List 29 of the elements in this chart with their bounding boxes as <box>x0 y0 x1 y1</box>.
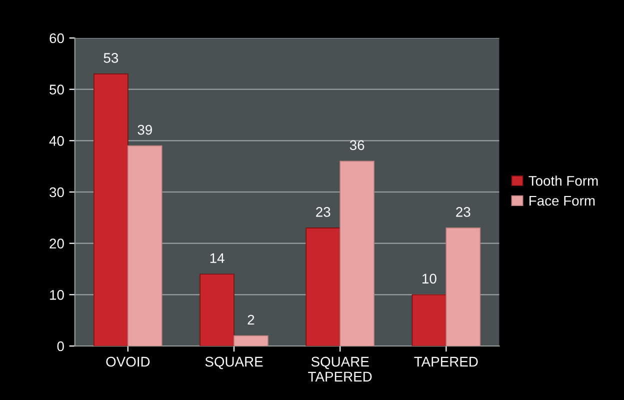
data-label: 23 <box>316 207 330 217</box>
x-tick-label: SQUARE TAPERED <box>308 356 372 382</box>
data-label: 10 <box>422 274 436 284</box>
x-tick-label: OVOID <box>106 356 150 367</box>
bar <box>128 145 162 346</box>
y-tick-label: 0 <box>57 341 64 352</box>
legend-label: Face Form <box>530 196 595 206</box>
y-tick-label: 30 <box>50 187 64 198</box>
y-tick-label: 10 <box>50 290 64 300</box>
bar <box>200 274 234 346</box>
x-tick-label: TAPERED <box>414 356 478 366</box>
bar <box>94 74 128 346</box>
bar <box>412 294 447 346</box>
data-label: 39 <box>138 124 152 135</box>
data-label: 53 <box>104 53 118 63</box>
y-tick-label: 50 <box>50 84 64 95</box>
bar <box>340 160 374 346</box>
bar <box>306 228 340 346</box>
bar <box>234 335 268 346</box>
y-tick-label: 60 <box>50 33 64 44</box>
bar <box>446 228 481 346</box>
y-tick-label: 20 <box>50 238 64 249</box>
data-label: 14 <box>210 253 224 263</box>
legend-label: Tooth Form <box>528 176 598 186</box>
data-label: 23 <box>456 207 470 217</box>
y-tick-label: 40 <box>49 136 64 146</box>
x-tick-label: SQUARE <box>205 356 263 370</box>
data-label: 36 <box>350 140 364 150</box>
data-label: 2 <box>248 314 254 325</box>
